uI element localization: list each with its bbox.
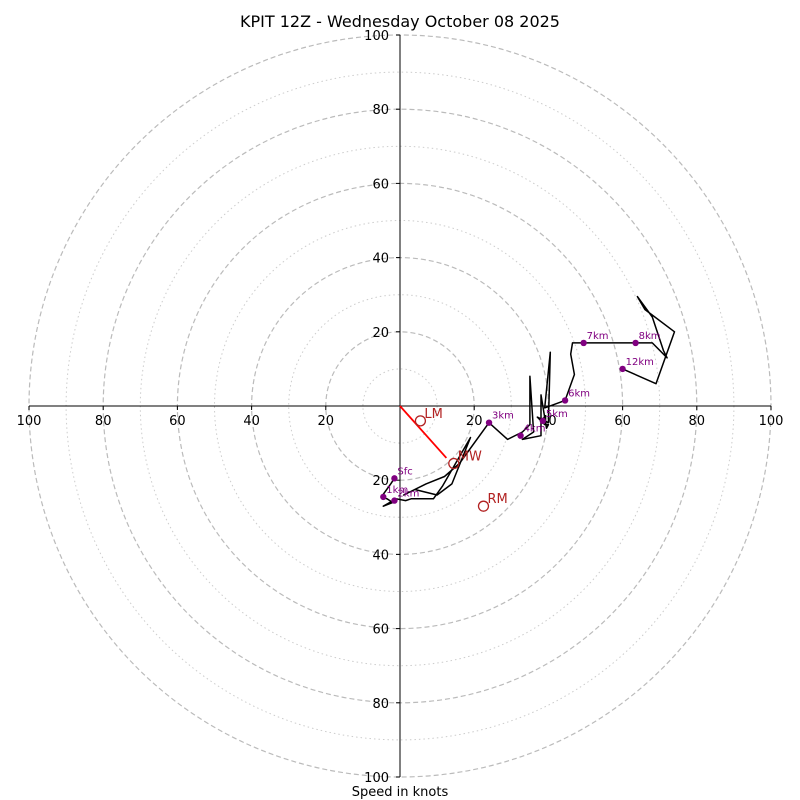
x-tick-label: 100 bbox=[759, 414, 784, 429]
y-tick-label: 40 bbox=[372, 548, 389, 563]
height-marker-dot bbox=[391, 475, 398, 482]
storm-motion-points: LM MW RM bbox=[414, 407, 508, 512]
x-axis-label: Speed in knots bbox=[352, 785, 449, 800]
y-tick-label: 60 bbox=[372, 623, 389, 638]
y-tick-label: 60 bbox=[372, 177, 389, 192]
y-tick-label: 80 bbox=[372, 697, 389, 712]
height-marker-dot bbox=[580, 339, 587, 347]
y-tick-label: 40 bbox=[372, 252, 389, 267]
y-tick-label: 20 bbox=[372, 326, 389, 341]
storm-motion-label: MW bbox=[458, 450, 482, 465]
x-tick-label: 20 bbox=[466, 414, 483, 429]
x-tick-label: 20 bbox=[318, 414, 335, 429]
storm-motion-marker bbox=[448, 457, 460, 470]
x-tick-label: 100 bbox=[17, 414, 42, 429]
x-tick-label: 40 bbox=[243, 414, 260, 429]
height-marker-label: 5km bbox=[546, 409, 568, 420]
chart-title: KPIT 12Z - Wednesday October 08 2025 bbox=[240, 12, 560, 31]
height-marker-label: 8km bbox=[639, 331, 661, 342]
height-marker-label: 2km bbox=[397, 489, 419, 500]
storm-motion-label: RM bbox=[487, 492, 507, 507]
x-tick-label: 80 bbox=[95, 414, 112, 429]
x-tick-label: 60 bbox=[169, 414, 186, 429]
y-tick-label: 100 bbox=[364, 29, 389, 44]
storm-motion-marker bbox=[414, 415, 427, 427]
height-marker-dot bbox=[539, 417, 547, 425]
wind-trace bbox=[380, 295, 676, 507]
height-marker-label: 4km bbox=[524, 424, 546, 435]
height-marker-dot bbox=[561, 397, 569, 404]
tick-labels: 100 80 60 40 20 20 40 60 80 100100806040202040608… bbox=[17, 29, 784, 786]
x-tick-label: 80 bbox=[689, 414, 706, 429]
x-tick-label: 60 bbox=[614, 414, 631, 429]
height-marker-dot bbox=[391, 497, 398, 504]
hodograph-trace bbox=[380, 295, 676, 507]
storm-motion-marker bbox=[477, 500, 490, 512]
height-marker-label: 3km bbox=[492, 411, 514, 422]
height-marker-label: 1km bbox=[386, 485, 408, 496]
height-marker-dot bbox=[632, 339, 639, 347]
height-marker-dot bbox=[619, 365, 626, 373]
height-marker-dot bbox=[517, 432, 524, 439]
height-marker-dot bbox=[380, 493, 387, 501]
height-marker-dot bbox=[485, 419, 493, 426]
y-tick-label: 100 bbox=[364, 771, 389, 786]
height-marker-label: 6km bbox=[568, 388, 590, 399]
height-marker-label: 12km bbox=[626, 357, 654, 368]
y-tick-label: 80 bbox=[372, 103, 389, 118]
bulk-shear-line bbox=[399, 405, 448, 459]
y-tick-label: 20 bbox=[372, 474, 389, 489]
height-marker-label: 7km bbox=[587, 331, 609, 342]
storm-motion-label: LM bbox=[424, 407, 442, 422]
height-marker-label: Sfc bbox=[397, 466, 412, 477]
shear-vector bbox=[399, 405, 448, 459]
